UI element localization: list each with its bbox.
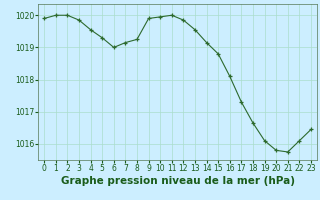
X-axis label: Graphe pression niveau de la mer (hPa): Graphe pression niveau de la mer (hPa) (60, 176, 295, 186)
